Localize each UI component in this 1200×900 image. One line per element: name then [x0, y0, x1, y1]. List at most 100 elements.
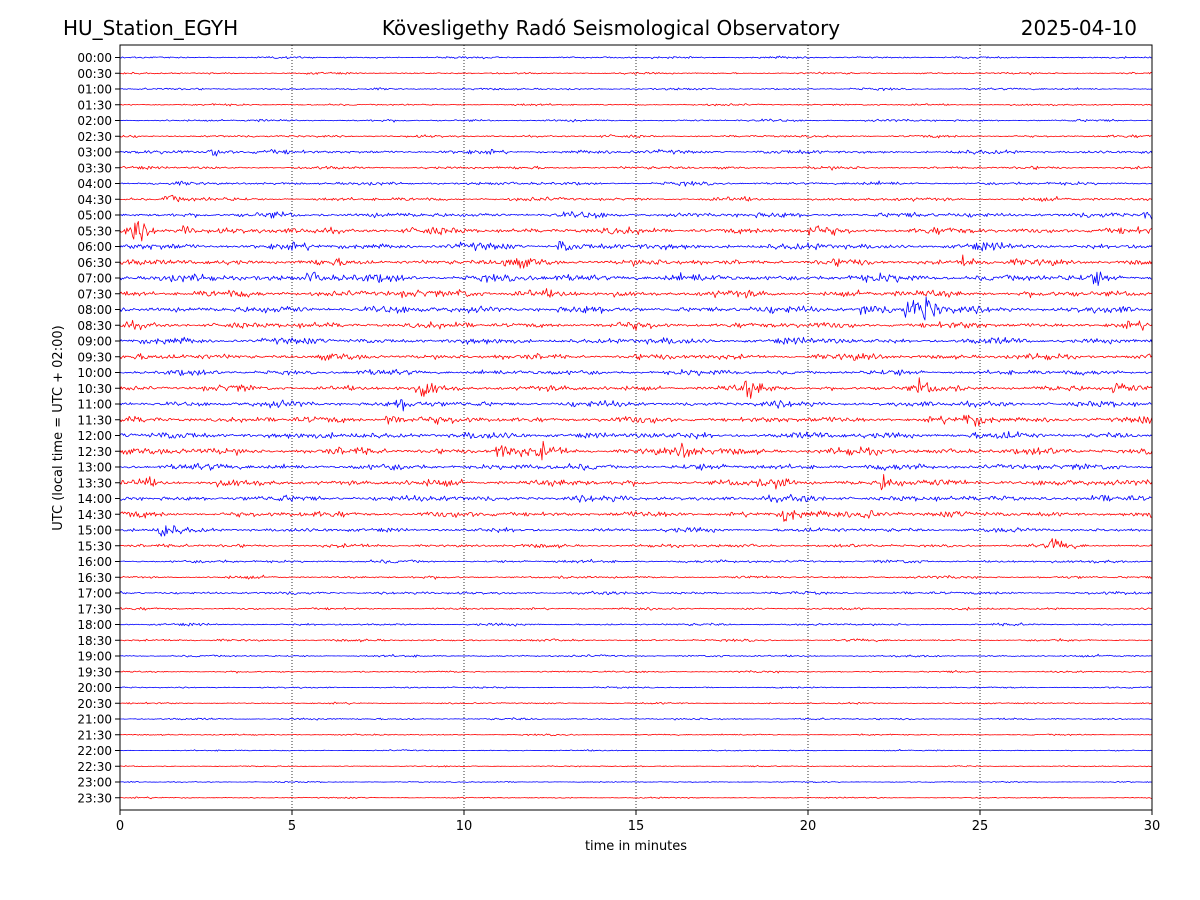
y-tick-label: 07:00 — [77, 272, 112, 286]
y-tick-label: 00:00 — [77, 51, 112, 65]
y-tick-label: 15:30 — [77, 539, 112, 553]
y-tick-label: 03:00 — [77, 146, 112, 160]
chart-title: Kövesligethy Radó Seismological Observat… — [381, 16, 841, 40]
y-tick-label: 10:00 — [77, 366, 112, 380]
y-tick-label: 12:30 — [77, 445, 112, 459]
y-tick-label: 23:00 — [77, 776, 112, 790]
trace-1800 — [119, 622, 1153, 627]
trace-1030 — [119, 377, 1153, 399]
y-tick-label: 00:30 — [77, 67, 112, 81]
trace-1830 — [119, 638, 1153, 643]
trace-1900 — [119, 653, 1153, 658]
trace-1130 — [119, 414, 1153, 427]
y-tick-label: 12:00 — [77, 429, 112, 443]
y-tick-label: 08:30 — [77, 319, 112, 333]
y-tick-label: 06:30 — [77, 256, 112, 270]
trace-0730 — [119, 288, 1153, 299]
y-tick-label: 21:00 — [77, 713, 112, 727]
x-tick-label: 25 — [972, 819, 989, 834]
trace-0130 — [119, 103, 1153, 107]
trace-1700 — [119, 590, 1153, 596]
trace-2300 — [119, 780, 1153, 784]
y-tick-label: 01:00 — [77, 83, 112, 97]
trace-0530 — [119, 220, 1153, 242]
x-tick-label: 5 — [288, 819, 296, 834]
y-tick-label: 18:30 — [77, 634, 112, 648]
y-tick-label: 21:30 — [77, 728, 112, 742]
y-tick-label: 05:00 — [77, 209, 112, 223]
grid-lines — [291, 45, 981, 810]
y-tick-label: 17:30 — [77, 602, 112, 616]
x-tick-label: 10 — [456, 819, 473, 834]
trace-0500 — [119, 211, 1153, 220]
trace-2130 — [119, 733, 1153, 737]
y-tick-label: 16:30 — [77, 571, 112, 585]
y-tick-label: 03:30 — [77, 161, 112, 175]
y-tick-label: 08:00 — [77, 303, 112, 317]
chart-date: 2025-04-10 — [1020, 16, 1137, 40]
y-tick-label: 02:00 — [77, 114, 112, 128]
trace-1230 — [119, 440, 1153, 461]
trace-0600 — [119, 241, 1153, 252]
x-axis-label: time in minutes — [585, 839, 687, 854]
trace-1630 — [119, 574, 1153, 580]
x-tick-label: 20 — [800, 819, 817, 834]
y-tick-label: 10:30 — [77, 382, 112, 396]
station-name: HU_Station_EGYH — [63, 16, 239, 40]
trace-2230 — [119, 765, 1153, 768]
y-tick-label: 04:30 — [77, 193, 112, 207]
y-tick-label: 09:00 — [77, 335, 112, 349]
trace-0000 — [119, 55, 1153, 60]
trace-1530 — [119, 538, 1153, 550]
trace-1200 — [119, 431, 1153, 440]
trace-0930 — [119, 352, 1153, 361]
x-tick-label: 0 — [116, 819, 124, 834]
y-tick-label: 04:00 — [77, 177, 112, 191]
y-tick-label: 14:30 — [77, 508, 112, 522]
y-axis-label: UTC (local time = UTC + 02:00) — [51, 325, 66, 530]
y-tick-label: 06:00 — [77, 240, 112, 254]
y-tick-label: 18:00 — [77, 618, 112, 632]
trace-0700 — [119, 271, 1153, 286]
y-tick-label: 13:00 — [77, 461, 112, 475]
y-tick-label: 16:00 — [77, 555, 112, 569]
y-tick-label: 14:00 — [77, 492, 112, 506]
trace-1330 — [119, 473, 1153, 491]
trace-2100 — [119, 717, 1153, 721]
trace-0400 — [119, 180, 1153, 187]
trace-1730 — [119, 606, 1153, 611]
trace-0900 — [119, 336, 1153, 345]
trace-0230 — [119, 134, 1153, 139]
trace-0330 — [119, 165, 1153, 171]
y-tick-label: 20:30 — [77, 697, 112, 711]
trace-2330 — [119, 796, 1153, 800]
trace-2000 — [119, 686, 1153, 689]
trace-1300 — [119, 462, 1153, 471]
y-tick-label: 07:30 — [77, 287, 112, 301]
seismic-traces — [119, 55, 1153, 800]
y-tick-label: 02:30 — [77, 130, 112, 144]
trace-0030 — [119, 71, 1153, 76]
y-tick-label: 22:00 — [77, 744, 112, 758]
y-tick-label: 20:00 — [77, 681, 112, 695]
x-axis-ticks: 0 5 10 15 20 25 30 — [116, 810, 1160, 834]
trace-1400 — [119, 493, 1153, 504]
trace-0830 — [119, 319, 1153, 331]
trace-0200 — [119, 118, 1153, 123]
y-tick-label: 09:30 — [77, 350, 112, 364]
y-tick-label: 01:30 — [77, 98, 112, 112]
y-tick-label: 13:30 — [77, 476, 112, 490]
trace-0100 — [119, 87, 1153, 91]
y-tick-label: 17:00 — [77, 587, 112, 601]
y-tick-label: 22:30 — [77, 760, 112, 774]
trace-1600 — [119, 558, 1153, 564]
y-tick-label: 11:00 — [77, 398, 112, 412]
trace-1930 — [119, 670, 1153, 674]
trace-0630 — [119, 254, 1153, 269]
trace-1100 — [119, 399, 1153, 412]
x-tick-label: 15 — [628, 819, 645, 834]
trace-1000 — [119, 368, 1153, 377]
trace-0800 — [119, 296, 1153, 321]
